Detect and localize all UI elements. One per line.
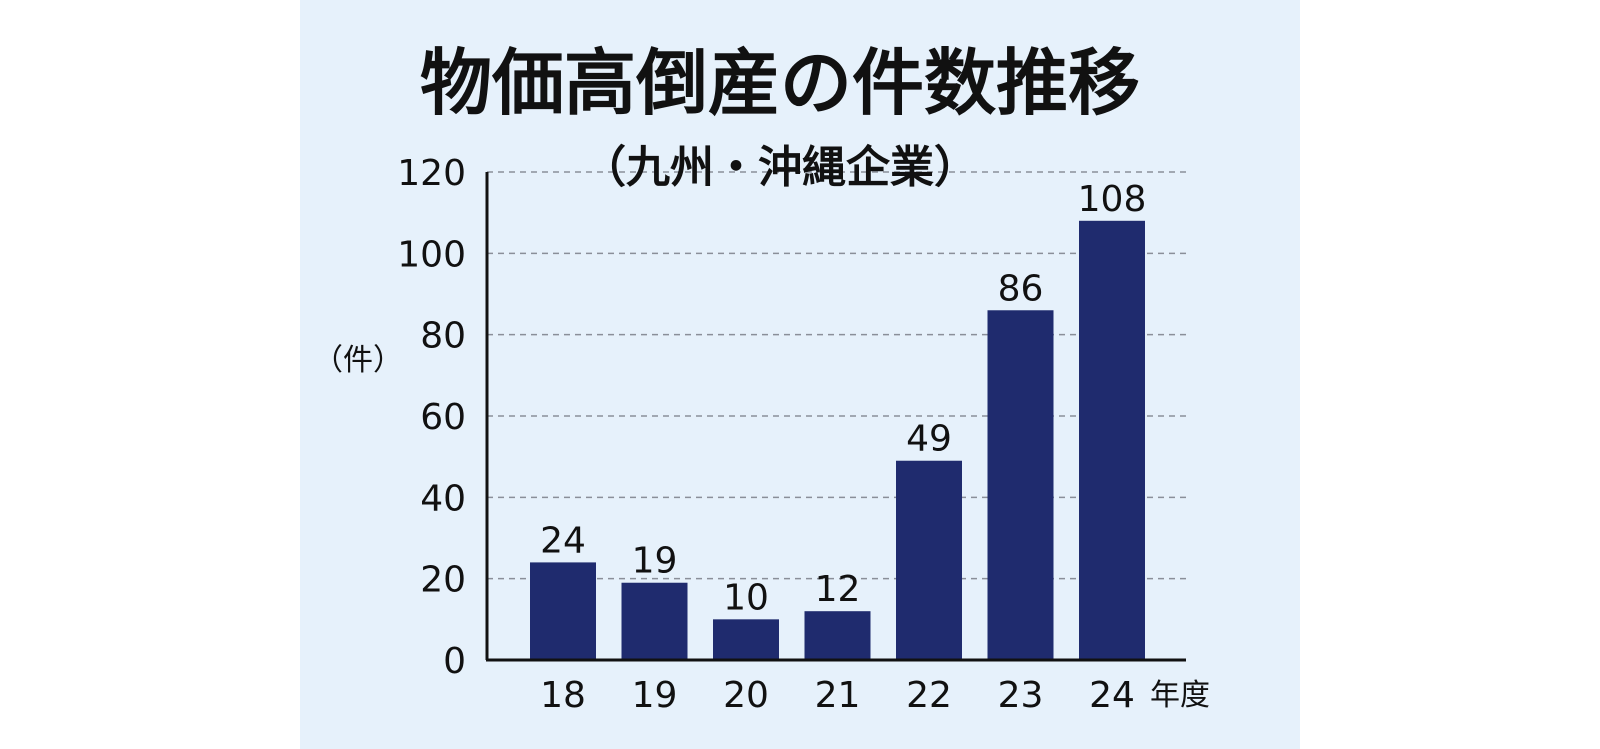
x-tick-label: 20 — [723, 675, 769, 716]
chart-panel: 0 20 40 60 80 100 120 18 19 20 21 22 23 24 24 19 10 12 4… — [300, 0, 1300, 749]
bar-chart: 0 20 40 60 80 100 120 18 19 20 21 22 23 24 24 19 10 12 4… — [313, 41, 1210, 716]
bar — [713, 619, 779, 660]
y-tick-label: 20 — [420, 560, 466, 601]
x-axis-unit: 年度 — [1150, 678, 1210, 713]
y-tick-label: 80 — [420, 316, 466, 357]
axes — [485, 172, 1186, 662]
x-tick-label: 22 — [906, 675, 952, 716]
bar — [530, 562, 596, 660]
x-tick-labels: 18 19 20 21 22 23 24 — [540, 675, 1135, 716]
y-tick-label: 120 — [397, 153, 466, 194]
y-tick-label: 40 — [420, 478, 466, 519]
data-label: 108 — [1078, 179, 1147, 220]
x-tick-label: 19 — [632, 675, 678, 716]
bar — [804, 611, 871, 660]
y-tick-label: 60 — [420, 397, 466, 438]
chart-title: 物価高倒産の件数推移 — [420, 41, 1140, 125]
bars — [530, 220, 1145, 661]
y-tick-label: 100 — [397, 234, 466, 275]
y-tick-labels: 0 20 40 60 80 100 120 — [397, 153, 466, 682]
x-tick-label: 21 — [815, 675, 861, 716]
data-label: 19 — [632, 541, 678, 582]
bar — [1079, 220, 1145, 661]
data-labels: 24 19 10 12 49 86 108 — [540, 179, 1146, 619]
bar — [987, 310, 1054, 660]
bar — [896, 460, 962, 660]
data-label: 24 — [540, 520, 586, 561]
data-label: 86 — [998, 268, 1044, 309]
data-label: 49 — [906, 419, 952, 460]
x-tick-label: 23 — [998, 675, 1044, 716]
y-tick-label: 0 — [443, 641, 466, 682]
x-tick-label: 18 — [540, 675, 586, 716]
data-label: 10 — [723, 577, 769, 618]
chart-subtitle: （九州・沖縄企業） — [582, 142, 978, 193]
data-label: 12 — [815, 569, 861, 610]
bar — [621, 582, 688, 660]
x-tick-label: 24 — [1089, 675, 1135, 716]
y-axis-unit: （件） — [313, 343, 403, 378]
